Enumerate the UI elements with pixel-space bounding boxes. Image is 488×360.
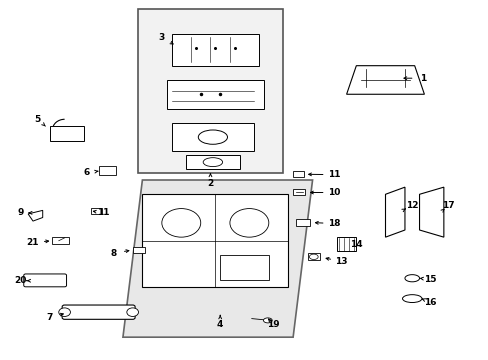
Bar	[166, 80, 264, 109]
Text: 10: 10	[327, 188, 340, 197]
Circle shape	[126, 308, 138, 316]
Text: 16: 16	[423, 298, 436, 307]
Bar	[137, 9, 283, 173]
Bar	[220, 255, 268, 280]
Bar	[295, 219, 309, 226]
Bar	[52, 237, 69, 244]
Bar	[99, 166, 116, 175]
Circle shape	[229, 208, 268, 237]
Text: 11: 11	[327, 170, 340, 179]
Ellipse shape	[263, 318, 272, 323]
Bar	[132, 247, 144, 253]
Text: 15: 15	[423, 275, 436, 284]
Text: 1: 1	[420, 74, 426, 83]
Polygon shape	[385, 187, 404, 237]
Bar	[91, 208, 102, 214]
Polygon shape	[419, 187, 443, 237]
Bar	[50, 126, 84, 141]
Text: 8: 8	[110, 249, 116, 258]
Text: 9: 9	[18, 208, 24, 217]
FancyBboxPatch shape	[24, 274, 66, 287]
Text: 4: 4	[217, 320, 223, 329]
Text: 17: 17	[442, 201, 454, 210]
Text: 20: 20	[15, 276, 27, 285]
Bar	[292, 171, 303, 177]
Text: 5: 5	[35, 115, 41, 124]
Bar	[171, 33, 259, 66]
Text: 3: 3	[159, 33, 164, 42]
Bar	[142, 194, 287, 287]
FancyBboxPatch shape	[62, 305, 135, 319]
Text: 7: 7	[47, 313, 53, 322]
Text: 13: 13	[335, 257, 347, 266]
Ellipse shape	[402, 295, 421, 302]
Text: 18: 18	[327, 219, 340, 228]
Circle shape	[59, 308, 70, 316]
Text: 12: 12	[405, 201, 418, 210]
Bar	[307, 253, 319, 260]
Text: 2: 2	[207, 179, 213, 188]
Text: 14: 14	[349, 240, 362, 249]
Polygon shape	[346, 66, 424, 94]
Bar	[292, 189, 305, 195]
Text: 19: 19	[267, 320, 280, 329]
Ellipse shape	[203, 158, 222, 167]
Bar	[186, 155, 239, 169]
Text: 11: 11	[97, 208, 109, 217]
Polygon shape	[28, 210, 42, 221]
Text: 21: 21	[27, 238, 39, 247]
Bar	[171, 123, 254, 152]
Circle shape	[162, 208, 201, 237]
Ellipse shape	[198, 130, 227, 144]
Text: 6: 6	[83, 168, 89, 177]
Bar	[336, 237, 356, 251]
Polygon shape	[122, 180, 312, 337]
